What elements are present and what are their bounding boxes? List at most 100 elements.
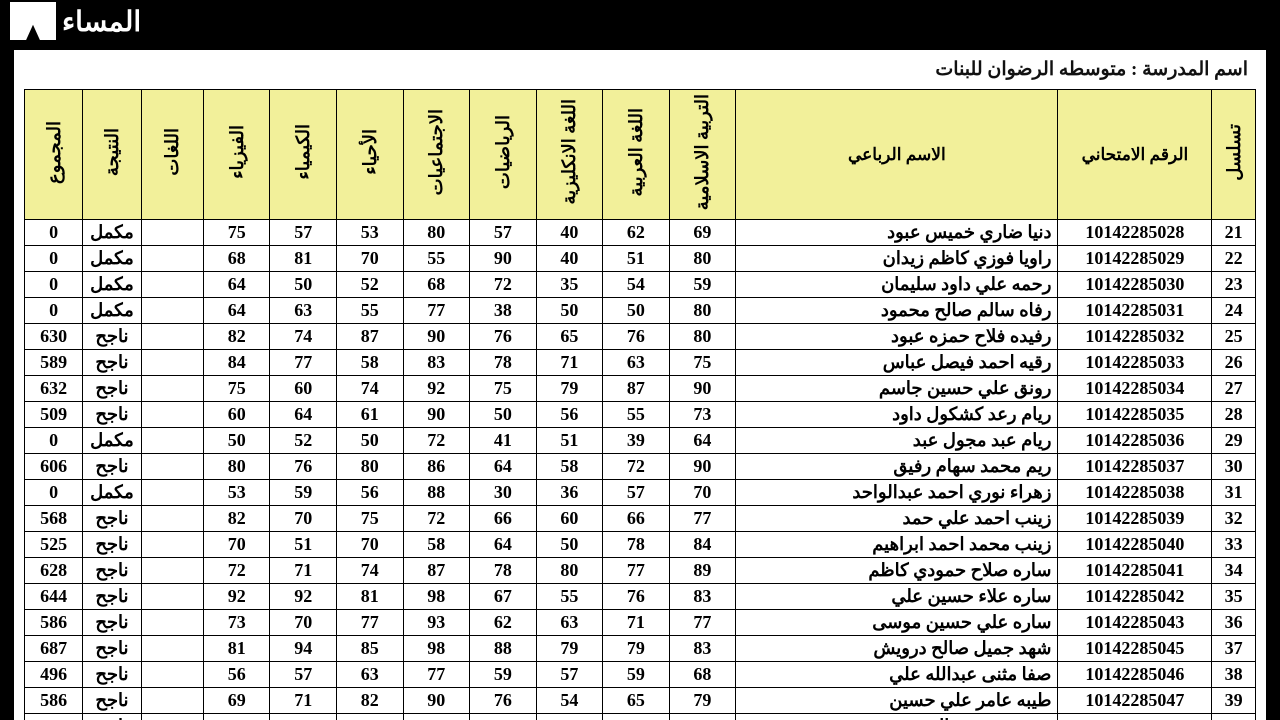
cell-total: 0 xyxy=(25,272,83,298)
cell-phys: 62 xyxy=(203,714,270,720)
cell-name: زينب محمد احمد ابراهيم xyxy=(736,532,1058,558)
cell-total: 525 xyxy=(25,532,83,558)
cell-result: ناجح xyxy=(83,584,141,610)
cell-name: طيبه عامر علي حسين xyxy=(736,688,1058,714)
cell-name: ساره علي حسين موسى xyxy=(736,610,1058,636)
table-row: 2210142285029راويا فوزي كاظم زيدان805140… xyxy=(25,246,1256,272)
cell-arabic: 65 xyxy=(603,688,670,714)
cell-name: رقيه احمد فيصل عباس xyxy=(736,350,1058,376)
cell-arabic: 55 xyxy=(603,402,670,428)
cell-arabic: 39 xyxy=(603,428,670,454)
cell-math: 67 xyxy=(470,584,537,610)
cell-chem: 71 xyxy=(270,558,337,584)
cell-phys: 64 xyxy=(203,272,270,298)
cell-social: 87 xyxy=(403,558,470,584)
cell-exam: 10142285034 xyxy=(1058,376,1212,402)
cell-bio: 74 xyxy=(336,558,403,584)
cell-english: 56 xyxy=(536,402,603,428)
cell-islamic: 77 xyxy=(669,610,736,636)
cell-english: 54 xyxy=(536,688,603,714)
cell-math: 64 xyxy=(470,532,537,558)
cell-total: 589 xyxy=(25,350,83,376)
cell-social: 98 xyxy=(403,584,470,610)
cell-result: ناجح xyxy=(83,324,141,350)
table-row: 3010142285037ريم محمد سهام رفيق907258648… xyxy=(25,454,1256,480)
cell-math: 62 xyxy=(470,610,537,636)
cell-arabic: 57 xyxy=(603,480,670,506)
table-row: 4010142285049عهود محمد صالح حسن795856677… xyxy=(25,714,1256,720)
cell-name: رفيده فلاح حمزه عبود xyxy=(736,324,1058,350)
cell-total: 628 xyxy=(25,558,83,584)
cell-lang xyxy=(141,532,203,558)
cell-islamic: 75 xyxy=(669,350,736,376)
cell-lang xyxy=(141,584,203,610)
col-islamic: التربية الاسلامية xyxy=(669,90,736,220)
cell-islamic: 80 xyxy=(669,324,736,350)
cell-result: ناجح xyxy=(83,506,141,532)
cell-exam: 10142285029 xyxy=(1058,246,1212,272)
col-physics: الفيزياء xyxy=(203,90,270,220)
cell-total: 0 xyxy=(25,220,83,246)
channel-logo: المساء xyxy=(10,2,141,40)
cell-seq: 21 xyxy=(1212,220,1256,246)
cell-arabic: 59 xyxy=(603,662,670,688)
cell-chem: 71 xyxy=(270,688,337,714)
cell-english: 80 xyxy=(536,558,603,584)
cell-chem: 60 xyxy=(270,376,337,402)
cell-english: 51 xyxy=(536,428,603,454)
cell-total: 496 xyxy=(25,662,83,688)
school-name: متوسطه الرضوان للبنات xyxy=(935,59,1126,80)
cell-islamic: 79 xyxy=(669,688,736,714)
cell-english: 35 xyxy=(536,272,603,298)
cell-exam: 10142285030 xyxy=(1058,272,1212,298)
cell-english: 36 xyxy=(536,480,603,506)
cell-total: 0 xyxy=(25,428,83,454)
cell-total: 568 xyxy=(25,506,83,532)
cell-social: 77 xyxy=(403,662,470,688)
cell-islamic: 90 xyxy=(669,376,736,402)
cell-name: ساره علاء حسين علي xyxy=(736,584,1058,610)
cell-phys: 50 xyxy=(203,428,270,454)
cell-name: عهود محمد صالح حسن xyxy=(736,714,1058,720)
col-math: الرياضيات xyxy=(470,90,537,220)
cell-english: 55 xyxy=(536,584,603,610)
cell-total: 0 xyxy=(25,298,83,324)
cell-islamic: 90 xyxy=(669,454,736,480)
results-sheet: اسم المدرسة : متوسطه الرضوان للبنات تسلس… xyxy=(14,50,1266,720)
cell-seq: 39 xyxy=(1212,688,1256,714)
cell-chem: 52 xyxy=(270,428,337,454)
cell-exam: 10142285042 xyxy=(1058,584,1212,610)
cell-chem: 70 xyxy=(270,610,337,636)
cell-chem: 59 xyxy=(270,480,337,506)
cell-bio: 75 xyxy=(336,506,403,532)
cell-english: 65 xyxy=(536,324,603,350)
cell-seq: 33 xyxy=(1212,532,1256,558)
cell-bio: 81 xyxy=(336,584,403,610)
cell-result: ناجح xyxy=(83,376,141,402)
cell-name: دنيا ضاري خميس عبود xyxy=(736,220,1058,246)
cell-islamic: 73 xyxy=(669,402,736,428)
col-chemistry: الكيمياء xyxy=(270,90,337,220)
cell-math: 38 xyxy=(470,298,537,324)
logo-text: المساء xyxy=(62,5,141,38)
cell-arabic: 78 xyxy=(603,532,670,558)
cell-math: 76 xyxy=(470,688,537,714)
cell-math: 78 xyxy=(470,350,537,376)
cell-name: رفاه سالم صالح محمود xyxy=(736,298,1058,324)
cell-result: مكمل xyxy=(83,246,141,272)
cell-bio: 70 xyxy=(336,532,403,558)
cell-arabic: 76 xyxy=(603,584,670,610)
table-row: 3810142285046صفا مثنى عبدالله علي6859575… xyxy=(25,662,1256,688)
cell-bio: 61 xyxy=(336,402,403,428)
cell-name: رونق علي حسين جاسم xyxy=(736,376,1058,402)
cell-result: مكمل xyxy=(83,272,141,298)
cell-social: 80 xyxy=(403,220,470,246)
cell-phys: 82 xyxy=(203,324,270,350)
cell-bio: 55 xyxy=(336,298,403,324)
cell-name: ريم محمد سهام رفيق xyxy=(736,454,1058,480)
cell-exam: 10142285047 xyxy=(1058,688,1212,714)
cell-islamic: 68 xyxy=(669,662,736,688)
cell-chem: 92 xyxy=(270,584,337,610)
cell-phys: 92 xyxy=(203,584,270,610)
cell-phys: 73 xyxy=(203,610,270,636)
